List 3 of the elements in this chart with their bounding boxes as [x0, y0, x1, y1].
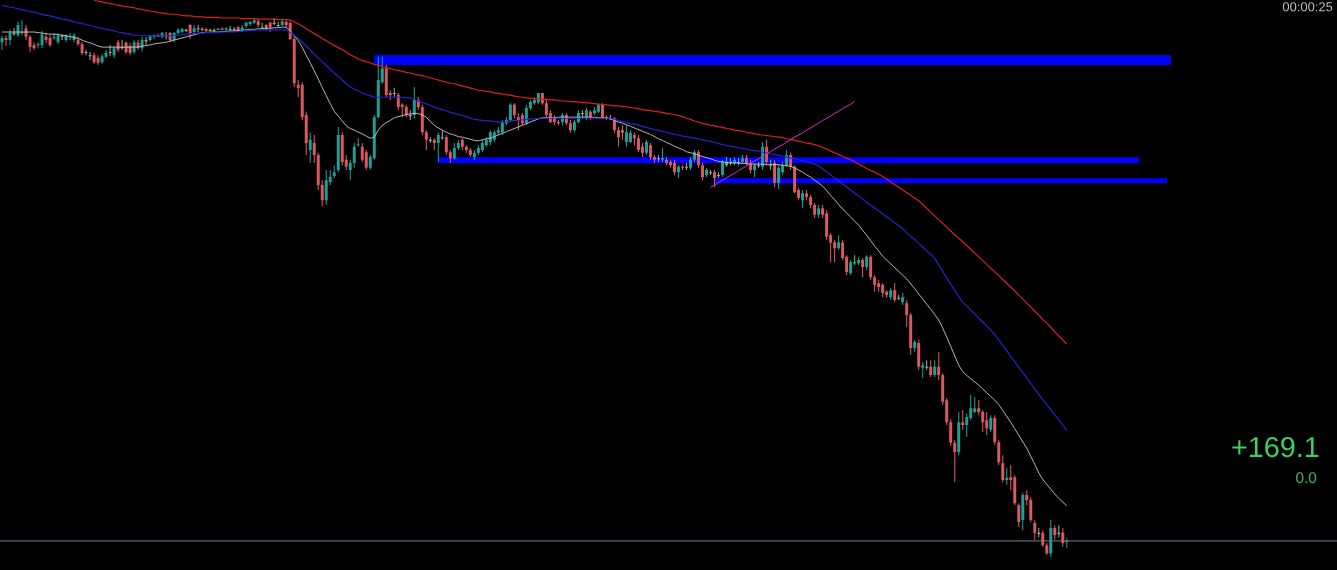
annotation: +169.1	[1232, 436, 1319, 458]
text: 00:00:25	[1282, 2, 1333, 12]
annotation: 0.0	[1296, 472, 1317, 484]
